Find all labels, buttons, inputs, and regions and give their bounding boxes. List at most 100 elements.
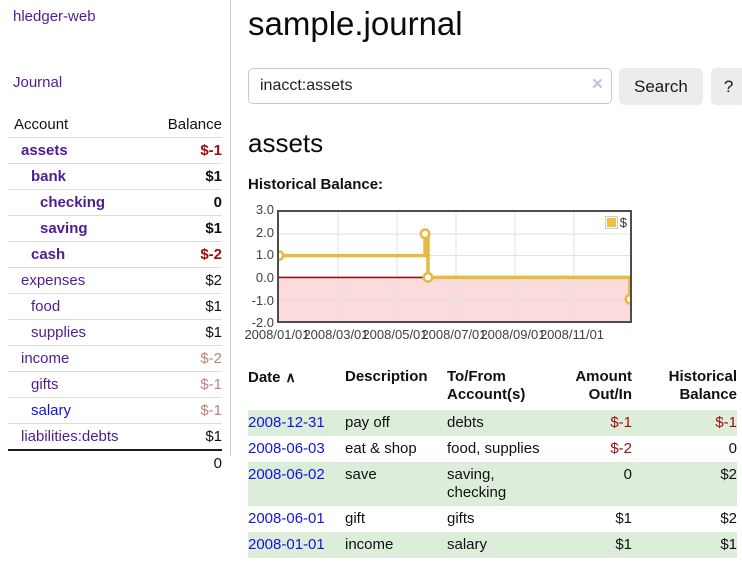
account-link[interactable]: saving [40,220,88,237]
header-description: Description [345,368,428,385]
account-link[interactable]: cash [31,246,66,263]
account-link[interactable]: income [21,350,70,367]
transaction-date-link[interactable]: 2008-06-01 [248,510,325,527]
search-form: × Search ? [248,68,742,105]
search-button[interactable]: Search [619,68,703,105]
sidebar-item-journal[interactable]: Journal [13,74,63,91]
account-row-checking: checking 0 [8,189,222,215]
transaction-date-link[interactable]: 2008-06-03 [248,440,325,457]
transaction-accounts: gifts [447,510,475,527]
sidebar: hledger-web Journal Account Balance asse… [0,0,231,472]
transaction-description: income [345,536,394,553]
account-balance: $-2 [200,246,222,263]
account-balance: $1 [205,298,222,315]
register-row: 2008-01-01 income salary $1 $1 [248,532,737,558]
balance-column-header: Balance [167,116,222,133]
chart-legend: $ [604,215,627,230]
transaction-accounts: food, supplies [447,440,540,457]
account-link[interactable]: bank [31,168,67,185]
transaction-balance: $-1 [715,414,737,431]
search-box: × [248,68,612,104]
header-accounts: To/From Account(s) [447,368,526,403]
account-row-cash: cash $-2 [8,241,222,267]
account-row-liabilities-debts: liabilities:debts $1 [8,423,222,449]
transaction-date-link[interactable]: 2008-12-31 [248,414,325,431]
clear-search-icon[interactable]: × [591,74,603,95]
y-tick: -1.0 [251,293,274,308]
y-tick: 1.0 [255,247,274,262]
transaction-amount: $-1 [610,414,632,431]
transaction-amount: $1 [615,536,632,553]
account-row-expenses: expenses $2 [8,267,222,293]
main-content: sample.journal × Search ? assets Histori… [244,0,742,558]
account-link[interactable]: liabilities:debts [21,428,119,445]
account-balance: $-2 [200,350,222,367]
account-row-income: income $-2 [8,345,222,371]
chart-canvas [279,212,630,321]
legend-label: $ [619,215,627,230]
y-tick: -2.0 [251,315,274,330]
account-tree-header: Account Balance [8,112,222,137]
header-amount: Amount Out/In [575,368,632,403]
sort-asc-icon: ∧ [285,369,296,385]
account-column-header: Account [14,116,69,133]
register-row: 2008-06-01 gift gifts $1 $2 [248,506,737,532]
account-row-gifts: gifts $-1 [8,371,222,397]
transaction-balance: $2 [720,466,737,483]
transaction-accounts: saving, checking [447,466,507,501]
account-row-assets: assets $-1 [8,137,222,163]
register-row: 2008-06-03 eat & shop food, supplies $-2… [248,436,737,462]
transaction-description: eat & shop [345,440,417,457]
transaction-amount: 0 [623,466,632,483]
transaction-date-link[interactable]: 2008-06-02 [248,466,325,483]
header-date[interactable]: Date ∧ [248,364,345,410]
transaction-accounts: debts [447,414,484,431]
gridlines [279,212,630,321]
account-balance: $-1 [200,376,222,393]
transaction-description: pay off [345,414,390,431]
total-balance: 0 [213,455,222,472]
account-balance: 0 [213,194,222,211]
transaction-date-link[interactable]: 2008-01-01 [248,536,325,553]
x-tick: 2008/05/01 [362,327,428,342]
account-row-bank: bank $1 [8,163,222,189]
account-link[interactable]: checking [40,194,106,211]
transaction-accounts: salary [447,536,488,553]
header-date-label: Date [248,369,281,386]
y-tick: 2.0 [255,225,274,240]
account-link[interactable]: expenses [21,272,86,289]
account-link[interactable]: salary [31,402,72,419]
account-balance: $-1 [200,402,222,419]
chart-plot-area: $ [277,210,632,323]
account-link[interactable]: gifts [31,376,59,393]
register-header-row: Date ∧ Description To/From Account(s) Amo… [248,364,737,410]
x-tick: 2008/11/01 [539,327,605,342]
transaction-balance: 0 [728,440,737,457]
search-input[interactable] [248,68,612,104]
account-row-food: food $1 [8,293,222,319]
help-button[interactable]: ? [710,68,742,105]
y-tick: 3.0 [255,202,274,217]
account-balance: $1 [205,428,222,445]
account-balance: $1 [205,324,222,341]
app-title-link[interactable]: hledger-web [13,8,96,25]
balance-chart: 3.0 2.0 1.0 0.0 -1.0 -2.0 [244,202,740,348]
transaction-description: save [345,466,377,483]
account-link[interactable]: supplies [31,324,87,341]
x-tick: 2008/01/01 [244,327,310,342]
account-balance: $1 [205,168,222,185]
register-table: Date ∧ Description To/From Account(s) Amo… [248,364,737,558]
account-heading: assets [248,128,324,158]
account-link[interactable]: food [31,298,61,315]
account-balance: $2 [205,272,222,289]
chart-title: Historical Balance: [248,176,384,193]
account-row-salary: salary $-1 [8,397,222,423]
account-tree: Account Balance assets $-1 bank $1 check… [0,112,222,476]
account-link[interactable]: assets [21,142,68,159]
x-tick: 2008/07/01 [421,327,487,342]
account-total-row: 0 [8,449,222,476]
transaction-amount: $-2 [610,440,632,457]
transaction-description: gift [345,510,366,527]
transaction-balance: $2 [720,510,737,527]
legend-swatch-icon [604,216,618,229]
